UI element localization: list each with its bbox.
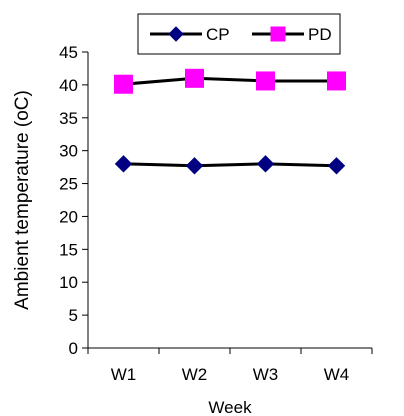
x-axis-ticks: W1 W2 W3 W4 (87, 348, 373, 384)
y-tick-label: 15 (59, 240, 78, 259)
legend-marker (270, 26, 286, 42)
y-tick-label: 30 (59, 142, 78, 161)
legend-marker (168, 26, 184, 42)
data-point (327, 157, 346, 175)
legend-label: PD (308, 25, 332, 44)
data-point (327, 71, 346, 91)
x-tick-label: W2 (182, 365, 208, 384)
y-tick-label: 45 (59, 43, 78, 62)
y-tick-label: 10 (59, 273, 78, 292)
y-tick-label: 40 (59, 76, 78, 95)
series-cp (114, 155, 346, 175)
series-line (123, 162, 337, 168)
data-point (185, 68, 204, 88)
data-point (256, 155, 275, 173)
x-tick-label: W3 (253, 365, 279, 384)
y-axis-label: Ambient temperature (oC) (12, 90, 33, 310)
legend-label: CP (206, 25, 230, 44)
series-layer (114, 68, 346, 175)
data-point (114, 155, 133, 173)
y-tick-label: 20 (59, 207, 78, 226)
data-point (185, 157, 204, 175)
y-tick-label: 35 (59, 109, 78, 128)
x-axis-label: Week (208, 398, 252, 416)
y-axis-ticks: 0 5 10 15 20 25 30 35 40 45 (59, 43, 88, 358)
data-point (114, 74, 133, 94)
y-tick-label: 5 (69, 306, 78, 325)
x-tick-label: W1 (111, 365, 137, 384)
legend: CP PD (137, 13, 341, 55)
data-point (256, 71, 275, 91)
y-tick-label: 25 (59, 175, 78, 194)
x-tick-label: W4 (324, 365, 350, 384)
series-line (123, 76, 337, 86)
y-tick-label: 0 (69, 339, 78, 358)
series-pd (114, 68, 346, 94)
